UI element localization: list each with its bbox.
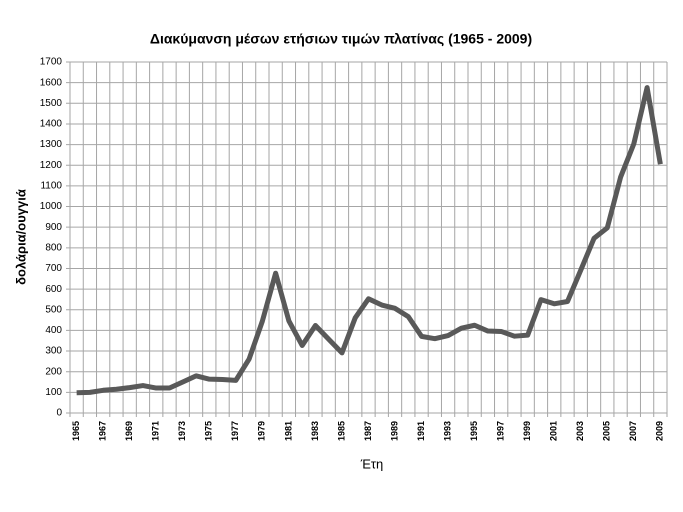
x-tick-label: 1973 <box>177 421 187 441</box>
x-tick-label: 1999 <box>522 421 532 441</box>
y-tick-label: 300 <box>45 346 62 357</box>
x-tick-label: 1977 <box>230 421 240 441</box>
y-tick-label: 1500 <box>40 98 63 109</box>
y-tick-label: 800 <box>45 242 62 253</box>
y-tick-label: 1300 <box>40 139 63 150</box>
x-tick-label: 1971 <box>151 421 161 441</box>
x-tick-label: 1989 <box>389 421 399 441</box>
x-tick-label: 1979 <box>257 421 267 441</box>
x-tick-label: 2001 <box>549 421 559 441</box>
y-tick-label: 600 <box>45 284 62 295</box>
y-tick-label: 1400 <box>40 119 63 130</box>
x-tick-label: 1965 <box>71 421 81 441</box>
x-tick-label: 2005 <box>602 421 612 441</box>
y-tick-label: 700 <box>45 263 62 274</box>
x-tick-label: 1987 <box>363 421 373 441</box>
x-tick-label: 1993 <box>442 421 452 441</box>
y-tick-label: 200 <box>45 366 62 377</box>
x-tick-label: 1995 <box>469 421 479 441</box>
y-tick-label: 1000 <box>40 201 63 212</box>
x-tick-label: 1983 <box>310 421 320 441</box>
y-tick-label: 0 <box>56 408 62 419</box>
chart-title: Διακύμανση μέσων ετήσιων τιμών πλατίνας … <box>150 31 532 47</box>
y-axis-label: δολάρια/ουγγιά <box>13 189 28 285</box>
x-tick-label: 2003 <box>575 421 585 441</box>
y-tick-label: 1200 <box>40 160 63 171</box>
y-tick-label: 900 <box>45 222 62 233</box>
x-tick-label: 1967 <box>98 421 108 441</box>
x-tick-label: 2009 <box>655 421 665 441</box>
y-tick-label: 1700 <box>40 57 63 68</box>
y-tick-label: 100 <box>45 387 62 398</box>
y-tick-label: 500 <box>45 304 62 315</box>
y-tick-label: 1100 <box>40 181 62 192</box>
x-tick-label: 1985 <box>336 421 346 441</box>
x-tick-label: 1997 <box>496 421 506 441</box>
x-tick-label: 1991 <box>416 421 426 441</box>
x-axis-label: Έτη <box>360 456 384 471</box>
x-tick-label: 1981 <box>283 421 293 441</box>
y-tick-label: 1600 <box>40 77 63 88</box>
x-tick-label: 1975 <box>204 421 214 441</box>
x-tick-label: 1969 <box>124 421 134 441</box>
y-tick-label: 400 <box>45 325 62 336</box>
line-series <box>76 85 663 396</box>
x-tick-label: 2007 <box>628 421 638 441</box>
